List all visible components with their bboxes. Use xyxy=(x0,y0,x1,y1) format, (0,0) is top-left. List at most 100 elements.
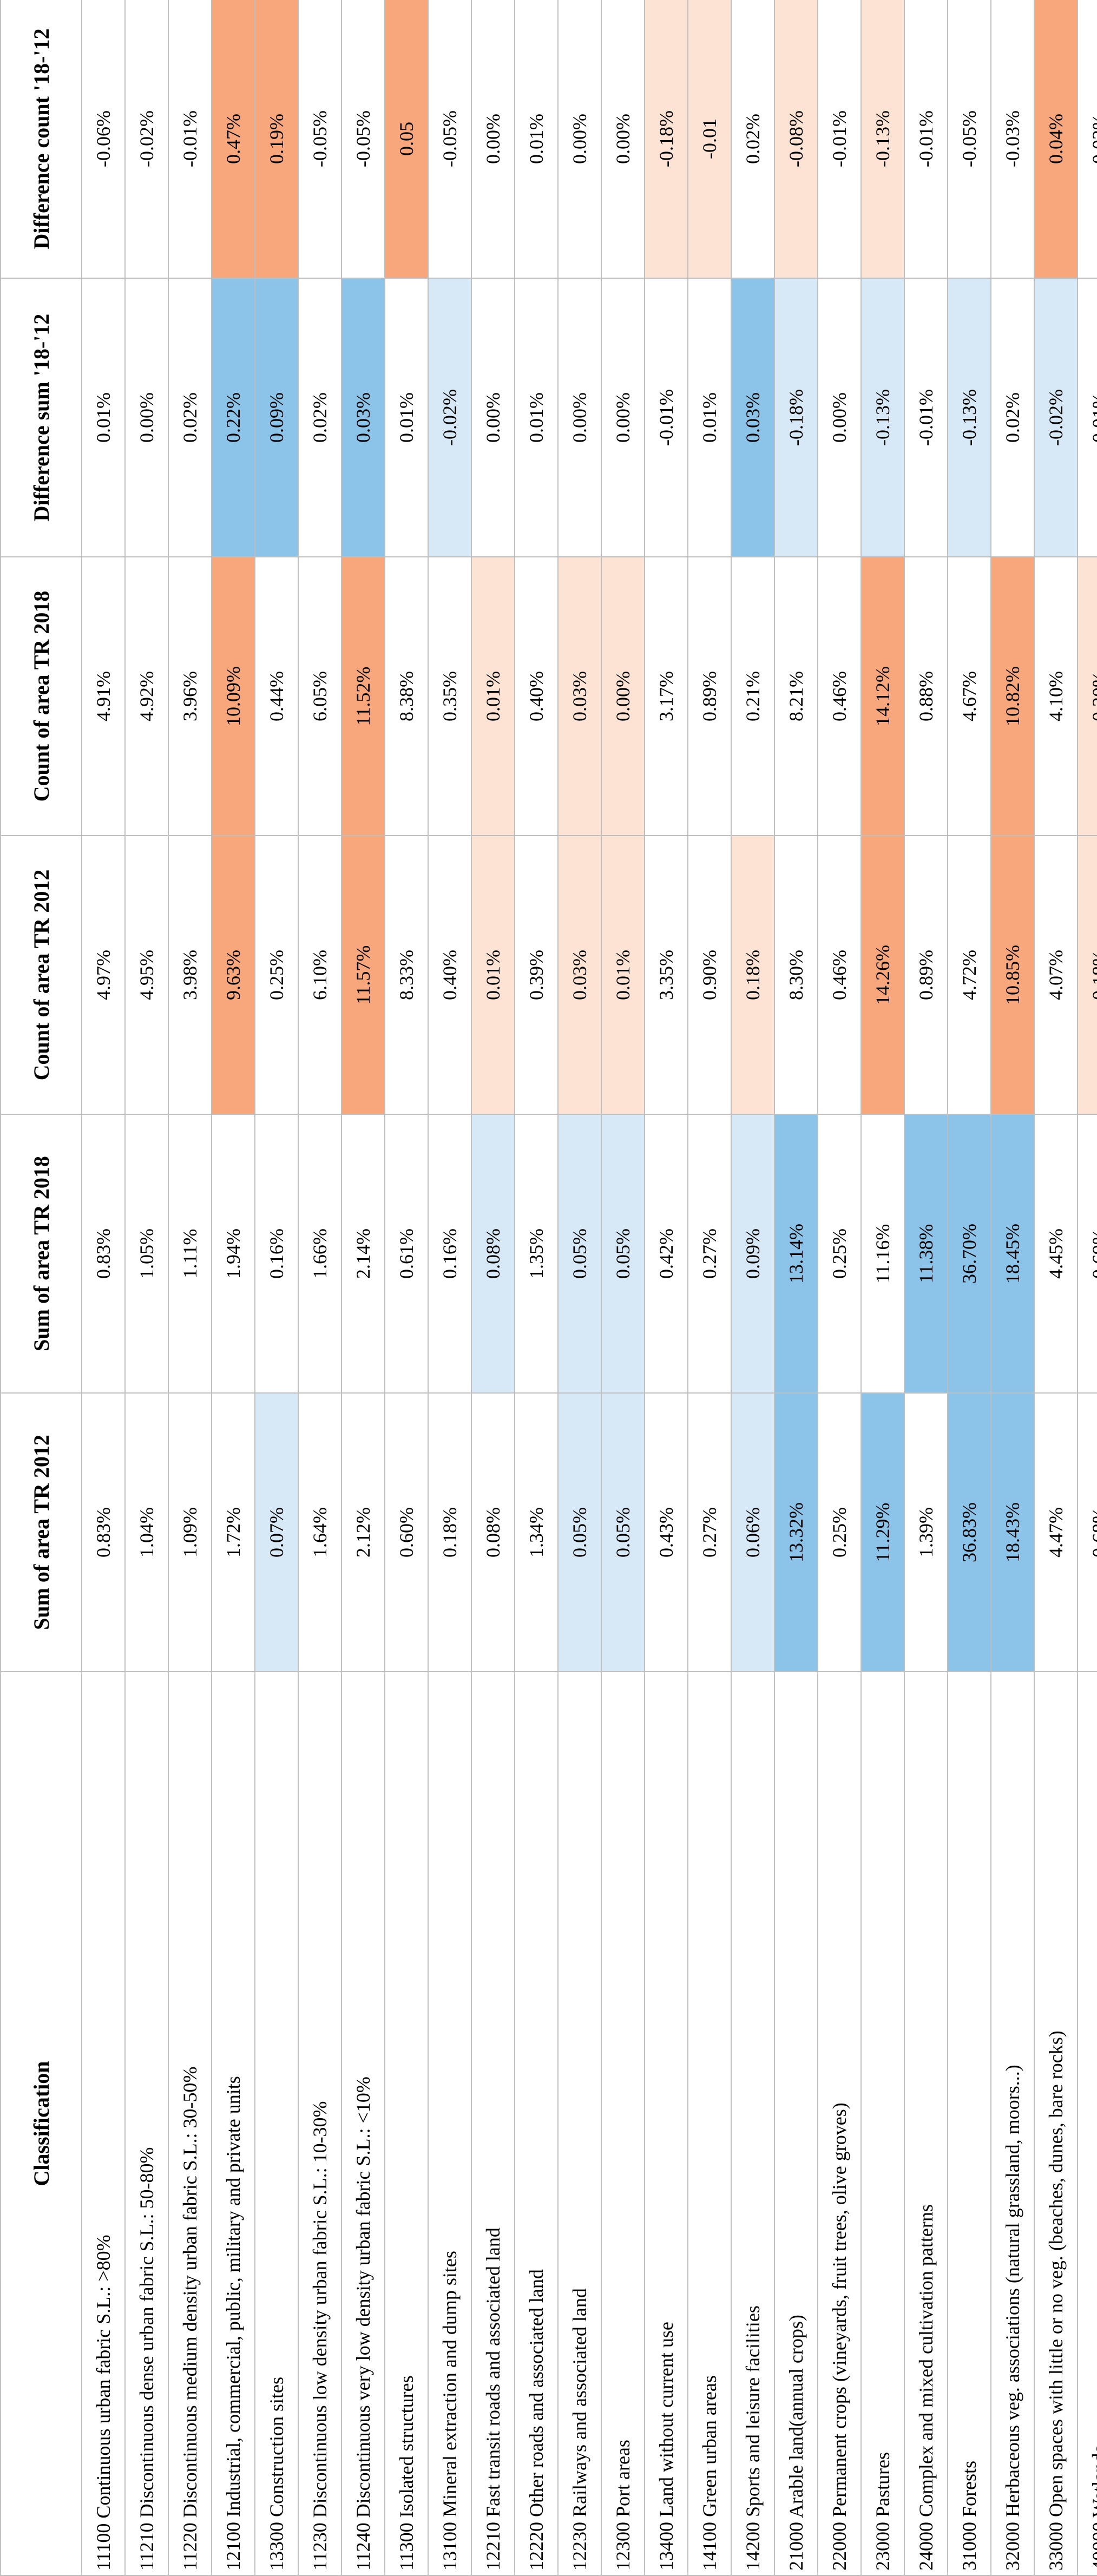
value-cell: 8.38% xyxy=(385,557,428,836)
header-sum-2018: Sum of area TR 2018 xyxy=(1,1114,82,1393)
classification-cell: 40000 Wetlands xyxy=(1078,1672,1097,2575)
value-cell: 0.60% xyxy=(385,1393,428,1672)
classification-cell: 11300 Isolated structures xyxy=(385,1672,428,2575)
value-cell: -0.13% xyxy=(948,278,991,557)
value-cell: 0.42% xyxy=(645,1114,688,1393)
value-cell: -0.02% xyxy=(125,0,168,278)
value-cell: 10.85% xyxy=(991,836,1034,1114)
header-classification: Classification xyxy=(1,1672,82,2575)
value-cell: 0.44% xyxy=(255,557,298,836)
value-cell: 0.25% xyxy=(818,1114,861,1393)
value-cell: 0.00% xyxy=(601,0,645,278)
table-row: 11210 Discontinuous dense urban fabric S… xyxy=(125,0,168,2575)
classification-cell: 14100 Green urban areas xyxy=(688,1672,731,2575)
value-cell: 4.07% xyxy=(1034,836,1078,1114)
value-cell: 3.17% xyxy=(645,557,688,836)
value-cell: 4.72% xyxy=(948,836,991,1114)
value-cell: 0.01% xyxy=(471,836,515,1114)
value-cell: 0.18% xyxy=(428,1393,471,1672)
value-cell: 0.04% xyxy=(1034,0,1078,278)
value-cell: -0.06% xyxy=(82,0,125,278)
value-cell: -0.01% xyxy=(818,0,861,278)
value-cell: 2.14% xyxy=(341,1114,385,1393)
value-cell: 0.01% xyxy=(601,836,645,1114)
value-cell: 0.43% xyxy=(645,1393,688,1672)
value-cell: 1.66% xyxy=(298,1114,341,1393)
value-cell: 1.05% xyxy=(125,1114,168,1393)
value-cell: -0.18% xyxy=(645,0,688,278)
table-row: 13400 Land without current use 0.43% 0.42%… xyxy=(645,0,688,2575)
table-row: 12220 Other roads and associated land 1.3… xyxy=(515,0,558,2575)
value-cell: 13.32% xyxy=(774,1393,818,1672)
value-cell: 0.90% xyxy=(688,836,731,1114)
value-cell: 1.94% xyxy=(212,1114,255,1393)
value-cell: 4.67% xyxy=(948,557,991,836)
value-cell: 1.09% xyxy=(168,1393,212,1672)
value-cell: 0.27% xyxy=(688,1393,731,1672)
value-cell: 0.27% xyxy=(688,1114,731,1393)
value-cell: 0.02% xyxy=(298,278,341,557)
value-cell: 0.00% xyxy=(558,278,601,557)
classification-cell: 13100 Mineral extraction and dump sites xyxy=(428,1672,471,2575)
value-cell: 10.09% xyxy=(212,557,255,836)
table-row: 12300 Port areas 0.05% 0.05% 0.01% 0.00% 0.00… xyxy=(601,0,645,2575)
value-cell: 4.47% xyxy=(1034,1393,1078,1672)
value-cell: 13.14% xyxy=(774,1114,818,1393)
value-cell: 14.12% xyxy=(861,557,904,836)
table-body: 11100 Continuous urban fabric S.L.: >80%… xyxy=(82,0,1097,2575)
value-cell: 6.10% xyxy=(298,836,341,1114)
value-cell: 0.47% xyxy=(212,0,255,278)
value-cell: 0.19% xyxy=(255,0,298,278)
value-cell: 0.18% xyxy=(731,836,774,1114)
table-row: 14100 Green urban areas 0.27% 0.27% 0.90% 0.… xyxy=(688,0,731,2575)
value-cell: 0.89% xyxy=(904,836,948,1114)
value-cell: -0.13% xyxy=(861,0,904,278)
value-cell: 0.88% xyxy=(904,557,948,836)
classification-cell: 12210 Fast transit roads and associated … xyxy=(471,1672,515,2575)
classification-cell: 24000 Complex and mixed cultivation patt… xyxy=(904,1672,948,2575)
header-diff-count: Difference count '18-'12 xyxy=(1,0,82,278)
table-row: 11240 Discontinuous very low density urb… xyxy=(341,0,385,2575)
table-row: 24000 Complex and mixed cultivation patt… xyxy=(904,0,948,2575)
value-cell: 1.11% xyxy=(168,1114,212,1393)
header-sum-2012: Sum of area TR 2012 xyxy=(1,1393,82,1672)
value-cell: -0.01 xyxy=(688,0,731,278)
value-cell: 0.20% xyxy=(1078,557,1097,836)
value-cell: 0.40% xyxy=(428,836,471,1114)
value-cell: 0.00% xyxy=(125,278,168,557)
value-cell: 4.95% xyxy=(125,836,168,1114)
value-cell: -0.18% xyxy=(774,278,818,557)
value-cell: 0.16% xyxy=(255,1114,298,1393)
table-row: 21000 Arable land(annual crops) 13.32% 13.… xyxy=(774,0,818,2575)
value-cell: 0.68% xyxy=(1078,1393,1097,1672)
value-cell: 0.03% xyxy=(558,836,601,1114)
value-cell: 0.05 xyxy=(385,0,428,278)
value-cell: 0.02% xyxy=(1078,0,1097,278)
value-cell: 8.33% xyxy=(385,836,428,1114)
table-row: 31000 Forests 36.83% 36.70% 4.72% 4.67% -0.13… xyxy=(948,0,991,2575)
classification-cell: 14200 Sports and leisure facilities xyxy=(731,1672,774,2575)
value-cell: 3.98% xyxy=(168,836,212,1114)
classification-cell: 11210 Discontinuous dense urban fabric S… xyxy=(125,1672,168,2575)
value-cell: 0.00% xyxy=(818,278,861,557)
value-cell: 0.05% xyxy=(558,1114,601,1393)
classification-cell: 21000 Arable land(annual crops) xyxy=(774,1672,818,2575)
value-cell: 1.64% xyxy=(298,1393,341,1672)
value-cell: 0.07% xyxy=(255,1393,298,1672)
value-cell: 0.02% xyxy=(168,278,212,557)
table-row: 40000 Wetlands 0.68% 0.69% 0.18% 0.20% 0.01% 0… xyxy=(1078,0,1097,2575)
value-cell: 1.04% xyxy=(125,1393,168,1672)
value-cell: 0.02% xyxy=(731,0,774,278)
value-cell: 0.46% xyxy=(818,836,861,1114)
value-cell: 6.05% xyxy=(298,557,341,836)
value-cell: 0.35% xyxy=(428,557,471,836)
value-cell: 0.03% xyxy=(731,278,774,557)
value-cell: 0.21% xyxy=(731,557,774,836)
value-cell: 1.34% xyxy=(515,1393,558,1672)
value-cell: 10.82% xyxy=(991,557,1034,836)
value-cell: 3.96% xyxy=(168,557,212,836)
value-cell: 0.02% xyxy=(991,278,1034,557)
classification-cell: 12300 Port areas xyxy=(601,1672,645,2575)
value-cell: 1.39% xyxy=(904,1393,948,1672)
